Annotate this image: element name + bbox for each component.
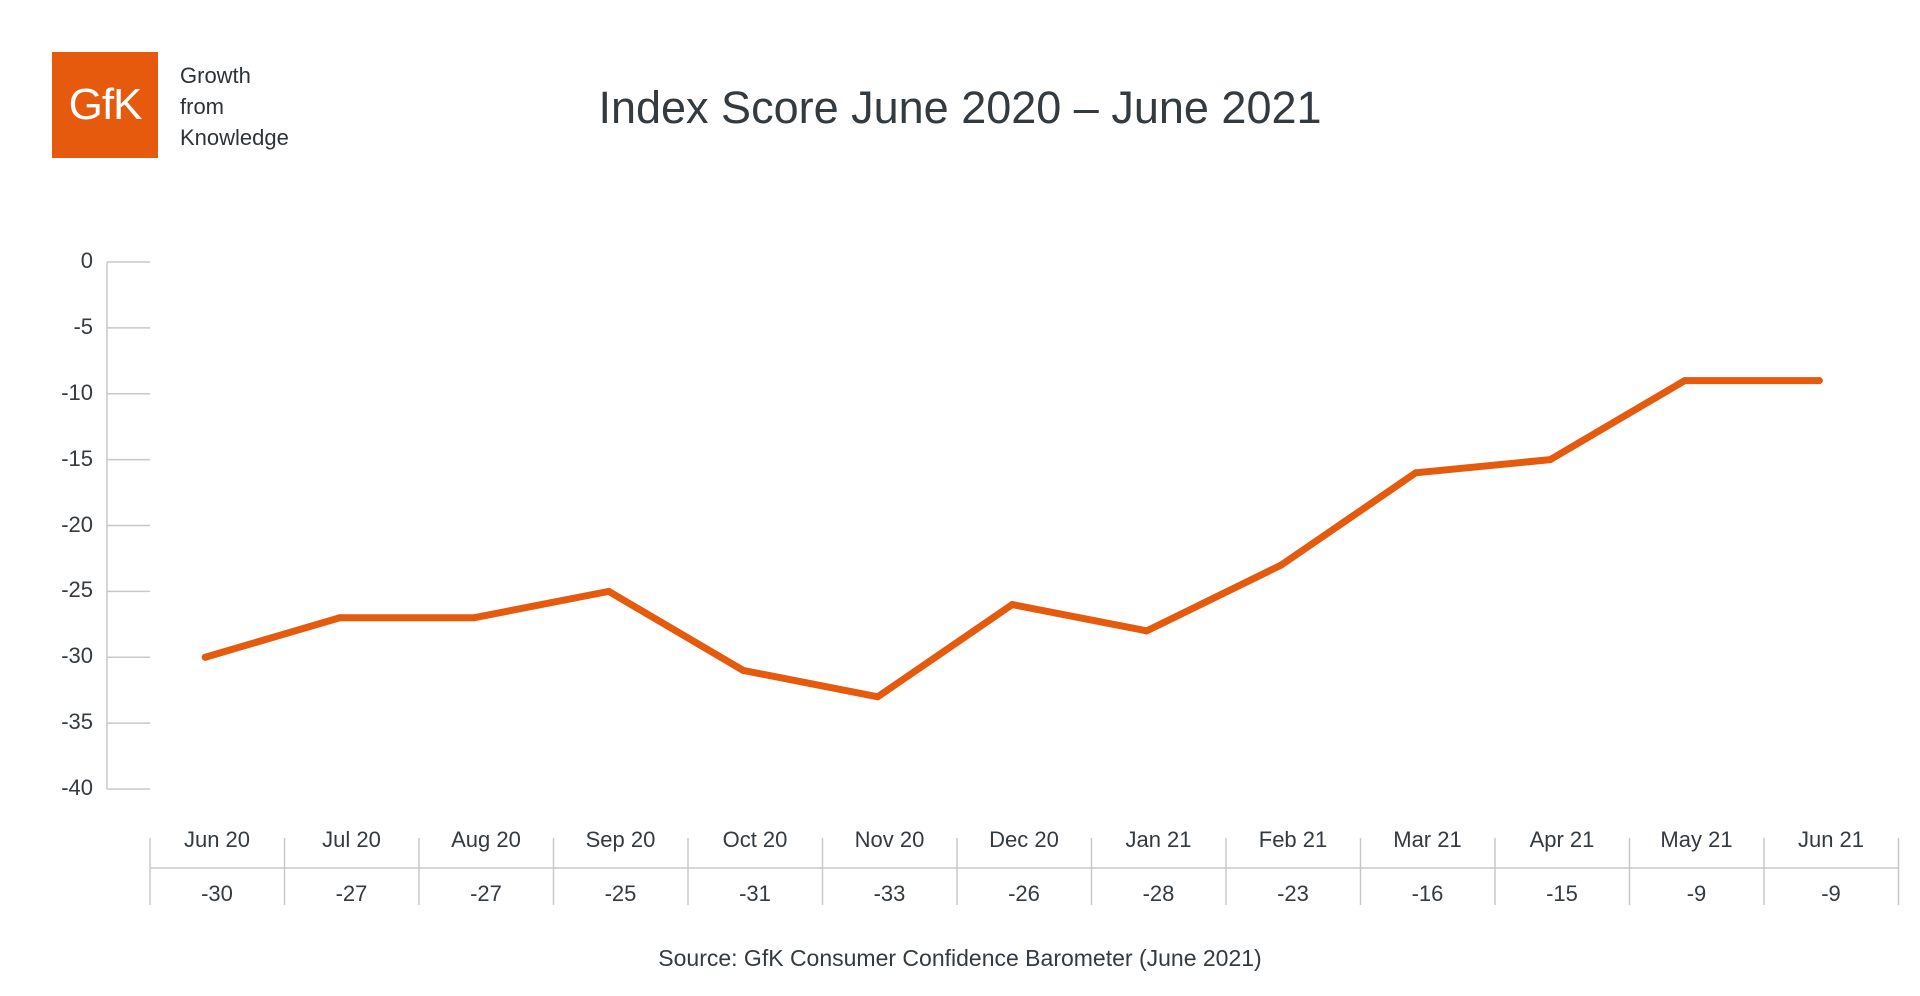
data-point [739,666,747,674]
x-tick-label: Apr 21 [1529,827,1595,852]
series-points [201,377,1823,701]
tagline-line-2: from [180,94,224,119]
x-tick-label: Aug 20 [451,827,521,852]
gfk-logo: GfK [52,52,158,158]
data-label: -33 [873,881,906,906]
data-label: -23 [1277,881,1309,906]
data-point [1815,377,1823,385]
x-tick-label: Jan 21 [1125,827,1192,852]
x-tick-label: Dec 20 [989,827,1059,852]
data-label: -9 [1686,881,1707,906]
data-point [874,693,882,701]
y-tick-label: -25 [61,577,93,603]
x-tick-label: Mar 21 [1393,827,1462,852]
data-label: -16 [1411,881,1444,906]
data-point [1277,561,1285,569]
data-point [201,653,209,661]
data-label: -30 [201,881,233,906]
chart-title: Index Score June 2020 – June 2021 [598,82,1322,133]
y-tick-marks [107,261,150,790]
x-tick-label: Oct 20 [722,827,788,852]
x-tick-label: Jul 20 [322,827,381,852]
x-tick-label: Jun 20 [183,827,251,852]
x-tick-label: Feb 21 [1258,827,1328,852]
data-label: -26 [1008,881,1040,906]
y-tick-label: -5 [73,313,93,339]
data-point [470,614,478,622]
y-tick-label: -15 [61,445,93,471]
data-point [1681,377,1689,385]
tagline-line-3: Knowledge [180,125,289,150]
y-tick-label: -35 [61,709,93,735]
data-point [1008,601,1016,609]
series-line [201,377,1823,701]
y-tick-label: 0 [80,248,93,273]
source-note: Source: GfK Consumer Confidence Baromete… [658,945,1262,971]
data-point [336,614,344,622]
data-label: -25 [604,881,637,906]
data-label: -31 [739,881,771,906]
data-label: -28 [1142,881,1175,906]
data-point [1143,627,1151,635]
data-point [605,587,613,595]
x-tick-label: May 21 [1660,827,1733,852]
y-tick-label: -40 [61,775,93,800]
data-table-grid [149,838,1900,905]
data-label: -15 [1546,881,1578,906]
x-tick-label: Jun 21 [1797,827,1865,852]
data-point [1546,456,1554,464]
data-label: -9 [1821,881,1841,906]
y-tick-label: -20 [61,511,93,537]
logo-text: GfK [68,80,143,129]
data-label: -27 [335,881,368,906]
data-label: -27 [470,881,502,906]
y-tick-label: -30 [61,643,93,669]
x-tick-label: Nov 20 [854,827,925,852]
logo-tagline: Growth from Knowledge [180,60,289,153]
data-point [1412,469,1420,477]
x-tick-label: Sep 20 [585,827,656,852]
y-tick-label: -10 [61,379,93,405]
tagline-line-1: Growth [180,63,251,88]
